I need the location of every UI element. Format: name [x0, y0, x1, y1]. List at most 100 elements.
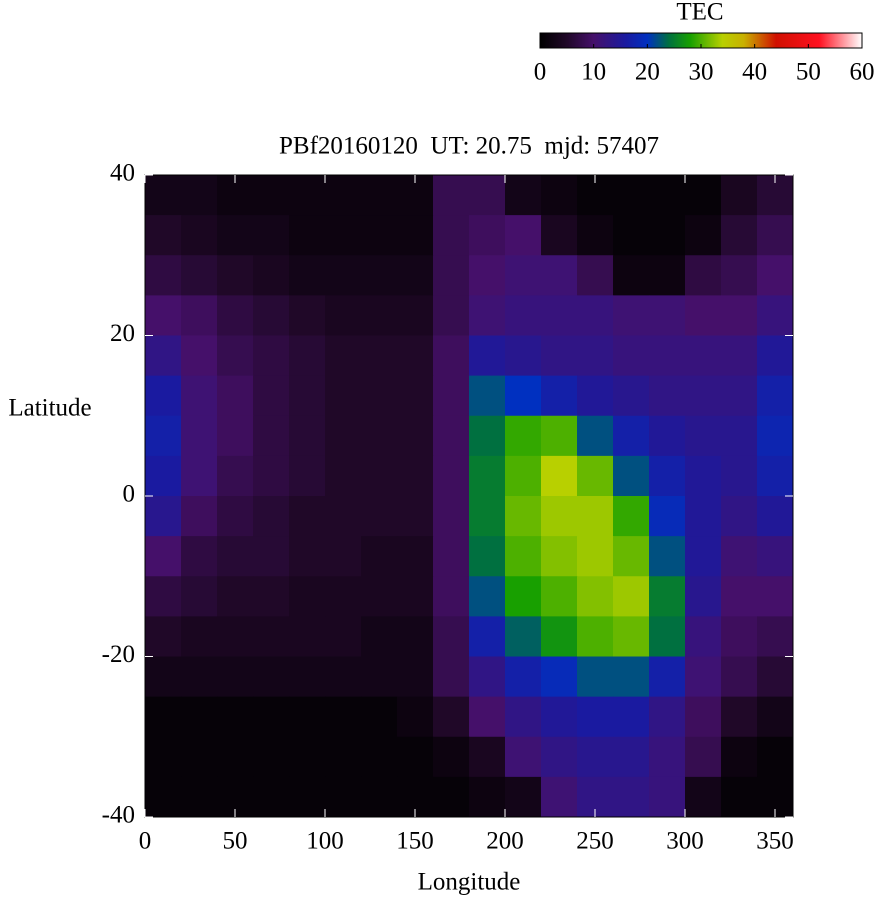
heat-cell — [613, 335, 650, 377]
heat-cell — [289, 455, 326, 497]
heat-cell — [325, 496, 362, 537]
heat-cell — [721, 295, 758, 336]
x-tick-label: 0 — [139, 828, 152, 855]
heat-cell — [541, 215, 578, 256]
heat-cell — [361, 215, 398, 256]
heat-cell — [253, 616, 290, 657]
heat-cell — [289, 736, 326, 778]
heat-cell — [361, 175, 398, 216]
heat-cell — [361, 616, 398, 657]
heat-cell — [217, 335, 254, 377]
heat-cell — [289, 215, 326, 256]
heat-cell — [541, 375, 578, 417]
heat-cell — [721, 215, 758, 256]
heat-cell — [217, 576, 254, 617]
heat-cell — [145, 616, 182, 657]
heat-cell — [253, 175, 290, 216]
heat-cell — [181, 415, 218, 457]
heat-cell — [289, 776, 326, 818]
heat-cell — [397, 496, 434, 537]
heat-cell — [685, 656, 722, 698]
heat-cell — [469, 455, 506, 497]
heat-cell — [253, 656, 290, 698]
colorbar-tick-label: 30 — [689, 59, 714, 86]
heat-cell — [217, 455, 254, 497]
heat-cell — [613, 175, 650, 216]
heat-cell — [361, 295, 398, 336]
heat-cell — [325, 455, 362, 497]
heat-cell — [649, 776, 686, 818]
heat-cell — [577, 415, 614, 457]
heat-cell — [721, 696, 758, 738]
heat-cell — [181, 255, 218, 296]
colorbar-tick-label: 60 — [850, 59, 875, 86]
heat-cell — [649, 415, 686, 457]
heat-cell — [433, 776, 470, 818]
heat-cell — [397, 415, 434, 457]
heat-cell — [181, 536, 218, 577]
heat-cell — [253, 576, 290, 617]
heat-cell — [541, 616, 578, 657]
heat-cell — [469, 375, 506, 417]
heat-cell — [577, 455, 614, 497]
heat-cell — [181, 576, 218, 617]
heat-cell — [397, 335, 434, 377]
heat-cell — [217, 255, 254, 296]
heat-cell — [685, 375, 722, 417]
heat-cell — [757, 215, 794, 256]
heat-cell — [613, 536, 650, 577]
heat-cell — [577, 255, 614, 296]
heat-cell — [649, 175, 686, 216]
heat-cell — [577, 616, 614, 657]
heat-cell — [649, 696, 686, 738]
heat-cell — [649, 255, 686, 296]
heat-cell — [469, 656, 506, 698]
heat-cell — [649, 656, 686, 698]
heat-cell — [577, 536, 614, 577]
heat-cell — [757, 455, 794, 497]
heat-cell — [757, 335, 794, 377]
heat-cell — [289, 656, 326, 698]
heat-cell — [577, 335, 614, 377]
heat-cell — [505, 496, 542, 537]
x-tick-label: 100 — [306, 828, 344, 855]
heat-cell — [685, 335, 722, 377]
heat-cell — [505, 375, 542, 417]
heat-cell — [181, 736, 218, 778]
x-tick-label: 50 — [223, 828, 248, 855]
heat-cell — [505, 616, 542, 657]
heat-cell — [397, 215, 434, 256]
heat-cell — [145, 335, 182, 377]
heat-cell — [433, 455, 470, 497]
heat-cell — [613, 736, 650, 778]
heat-cell — [253, 496, 290, 537]
heat-cell — [181, 295, 218, 336]
heat-cell — [181, 616, 218, 657]
heat-cell — [469, 496, 506, 537]
heat-cell — [433, 295, 470, 336]
heat-cell — [325, 175, 362, 216]
heat-cell — [685, 295, 722, 336]
heat-cell — [577, 576, 614, 617]
heat-cell — [757, 415, 794, 457]
heat-cell — [577, 295, 614, 336]
heat-cell — [217, 295, 254, 336]
heat-cell — [469, 776, 506, 818]
heat-cell — [613, 776, 650, 818]
heat-cell — [721, 776, 758, 818]
heat-cell — [289, 415, 326, 457]
y-tick-label: -20 — [102, 641, 135, 668]
heat-cell — [289, 375, 326, 417]
heat-cell — [469, 335, 506, 377]
heat-cell — [685, 616, 722, 657]
colorbar-tick-label: 40 — [742, 59, 767, 86]
heat-cell — [505, 776, 542, 818]
heat-cell — [433, 536, 470, 577]
heat-cell — [325, 536, 362, 577]
heat-cell — [361, 455, 398, 497]
heat-cell — [505, 736, 542, 778]
heat-cell — [685, 496, 722, 537]
heat-cell — [181, 215, 218, 256]
heat-cell — [145, 776, 182, 818]
heat-cell — [145, 415, 182, 457]
